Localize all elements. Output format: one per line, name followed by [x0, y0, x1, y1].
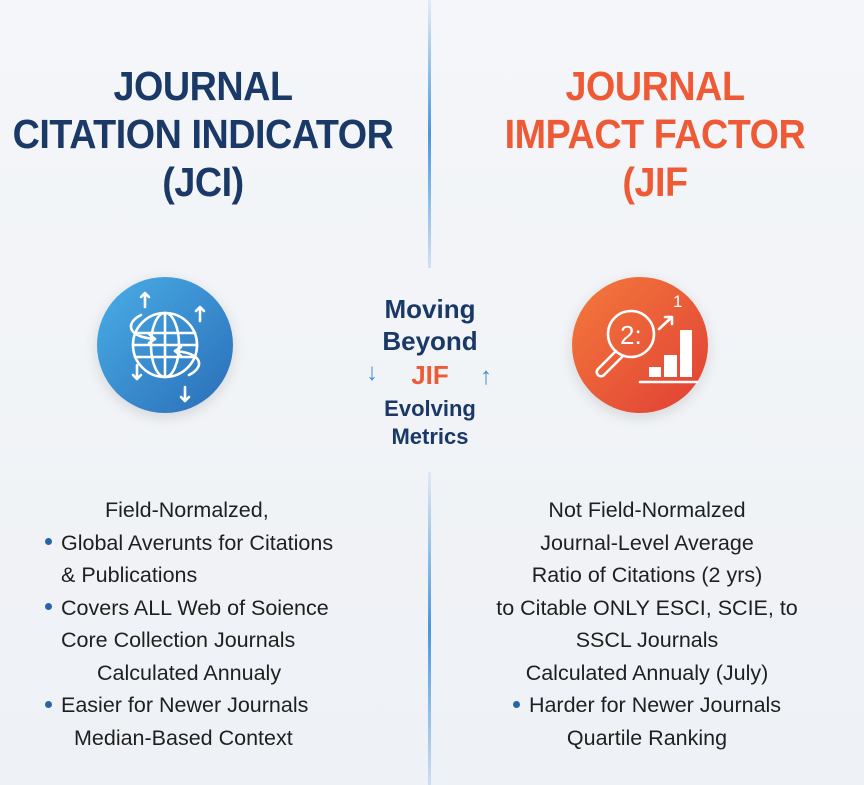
magnifier-bar-chart-icon: 2: 1 — [572, 277, 708, 413]
arrow-label: 1 — [673, 292, 682, 311]
list-item: Covers ALL Web of Soience — [45, 592, 475, 625]
arrow-down-icon: ↓ — [366, 359, 378, 386]
divider-top — [428, 0, 431, 268]
list-item: Calculated Annualy (July) — [525, 660, 769, 685]
list-item: to Citable ONLY ESCI, SCIE, to — [496, 595, 798, 620]
bullet-icon — [512, 700, 520, 708]
center-line: Moving — [384, 294, 476, 324]
list-item: Harder for Newer Journals — [430, 689, 864, 722]
title-line: (JIF — [622, 159, 688, 205]
list-item: Field-Normalzed, — [105, 498, 269, 522]
list-item: Ratio of Citations (2 yrs) — [531, 563, 763, 587]
list-item: Global Averunts for Citations — [45, 527, 475, 560]
lens-text: 2: — [620, 320, 642, 350]
title-line: IMPACT FACTOR — [504, 111, 806, 157]
center-line: Evolving — [384, 396, 476, 421]
bullet-icon — [45, 603, 52, 611]
jci-list: Field-Normalzed, Global Averunts for Cit… — [0, 494, 430, 754]
title-line: JOURNAL — [565, 63, 745, 109]
list-item: Easier for Newer Journals — [45, 689, 475, 722]
jif-list: Not Field-Normalzed Journal-Level Averag… — [430, 494, 864, 754]
title-line: CITATION INDICATOR — [12, 111, 394, 157]
jif-title: JOURNAL IMPACT FACTOR (JIF — [457, 62, 853, 206]
title-line: (JCI) — [162, 159, 244, 205]
bullet-icon — [45, 538, 52, 546]
jci-title: JOURNAL CITATION INDICATOR (JCI) — [5, 62, 401, 206]
list-item: Core Collection Journals — [61, 628, 296, 652]
arrow-up-icon: ↑ — [480, 363, 492, 390]
list-item: & Publications — [61, 563, 198, 587]
bullet-icon — [45, 700, 52, 708]
list-item: Calculated Annualy — [97, 660, 282, 685]
list-item: Median-Based Context — [74, 725, 293, 750]
center-label: Moving Beyond ↓ JIF ↑ Evolving Metrics — [350, 293, 510, 451]
title-line: JOURNAL — [113, 63, 293, 109]
center-line: Beyond — [382, 326, 478, 356]
list-item: Quartile Ranking — [566, 725, 728, 750]
center-jif: JIF — [411, 360, 449, 390]
globe-arrows-icon — [97, 277, 233, 413]
list-item: Journal-Level Average — [540, 530, 754, 555]
list-item: Not Field-Normalzed — [548, 498, 746, 522]
center-line: Metrics — [391, 424, 469, 449]
divider-bottom — [428, 472, 431, 785]
list-item: SSCL Journals — [575, 628, 719, 652]
